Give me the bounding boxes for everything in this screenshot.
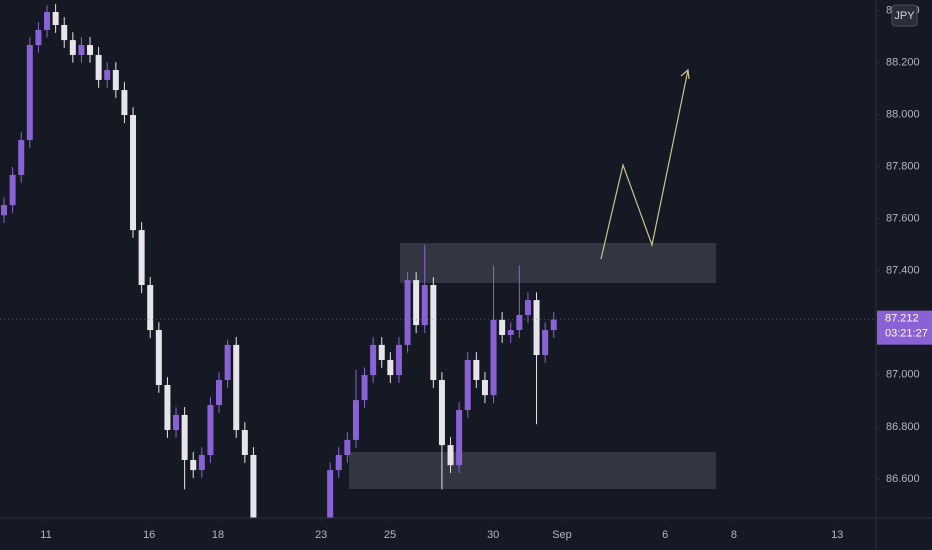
candle-body xyxy=(447,445,454,466)
candle-body xyxy=(430,285,437,381)
currency-label: JPY xyxy=(894,10,915,22)
currency-badge xyxy=(891,4,918,27)
candle-body xyxy=(52,11,59,25)
plot-area xyxy=(0,4,876,518)
y-tick-label: 86.600 xyxy=(886,473,920,485)
candle-body xyxy=(198,455,205,471)
candle-body xyxy=(404,280,411,345)
candle-body xyxy=(164,384,171,431)
candle-body xyxy=(35,29,42,46)
candle-body xyxy=(216,380,223,406)
projection-arrow xyxy=(600,69,689,260)
candle-body xyxy=(26,45,33,141)
x-tick-label: 6 xyxy=(662,529,668,541)
candle-body xyxy=(1,205,8,216)
candle-body xyxy=(507,330,514,336)
x-tick-label: Sep xyxy=(552,529,572,541)
candle-body xyxy=(9,174,16,206)
demand-zone xyxy=(349,452,716,489)
candle-body xyxy=(104,70,111,80)
candle-body xyxy=(473,359,480,381)
arrow-head xyxy=(680,68,690,80)
candle-body xyxy=(78,45,85,55)
candle-body xyxy=(499,319,506,336)
candle-body xyxy=(438,380,445,446)
x-tick-label: 16 xyxy=(143,529,155,541)
candle-body xyxy=(542,330,549,356)
candle-body xyxy=(87,45,94,55)
y-tick-label: 86.800 xyxy=(886,421,920,433)
candle-body xyxy=(147,285,154,331)
y-tick-label: 87.800 xyxy=(886,160,920,172)
candle-body xyxy=(421,285,428,326)
candle-body xyxy=(490,319,497,396)
candle-body xyxy=(250,455,257,518)
candle-body xyxy=(361,375,368,401)
x-tick-label: 30 xyxy=(487,529,499,541)
candle-body xyxy=(370,344,377,376)
candle-body xyxy=(61,24,68,41)
candle-body xyxy=(207,405,214,456)
y-tick-label: 88.000 xyxy=(886,108,920,120)
candle-body xyxy=(69,40,76,55)
candle-body xyxy=(524,300,531,315)
last-price-label: 87.212 xyxy=(885,313,919,325)
candle-body xyxy=(352,400,359,440)
y-tick-label: 87.000 xyxy=(886,369,920,381)
x-tick-label: 25 xyxy=(384,529,396,541)
x-tick-label: 8 xyxy=(731,529,737,541)
candle-body xyxy=(224,344,231,381)
y-tick-label: 88.200 xyxy=(886,56,920,68)
candle-body xyxy=(190,459,197,471)
candle-body xyxy=(18,140,25,175)
candle-body xyxy=(138,230,145,286)
candle-body xyxy=(173,414,180,431)
candle-body xyxy=(121,90,128,116)
x-tick-label: 11 xyxy=(40,529,51,541)
candle-body xyxy=(95,54,102,80)
x-tick-label: 13 xyxy=(831,529,843,541)
x-tick-label: 18 xyxy=(212,529,224,541)
candle-body xyxy=(112,70,119,91)
candle-body xyxy=(44,11,51,30)
candle-body xyxy=(533,300,540,356)
candle-body xyxy=(181,414,188,460)
supply-zone xyxy=(400,243,716,283)
candle-body xyxy=(233,344,240,431)
candle-body xyxy=(344,439,351,456)
candle-body xyxy=(413,280,420,326)
candle-body xyxy=(456,409,463,466)
countdown-label: 03:21:27 xyxy=(885,328,928,340)
y-tick-label: 87.600 xyxy=(886,213,920,225)
candle-body xyxy=(327,470,334,518)
candle-body xyxy=(464,359,471,410)
last-price-box xyxy=(877,310,932,345)
y-tick-label: 87.400 xyxy=(886,265,920,277)
candle-body xyxy=(387,359,394,376)
candle-body xyxy=(155,330,162,385)
candle-body xyxy=(335,455,342,471)
candle-body xyxy=(550,319,557,331)
candle-body xyxy=(378,344,385,360)
candle-body xyxy=(395,344,402,376)
candle-body xyxy=(241,430,248,456)
candle-body xyxy=(481,380,488,396)
candle-body xyxy=(516,314,523,331)
candle-body xyxy=(130,115,137,231)
x-tick-label: 23 xyxy=(315,529,327,541)
